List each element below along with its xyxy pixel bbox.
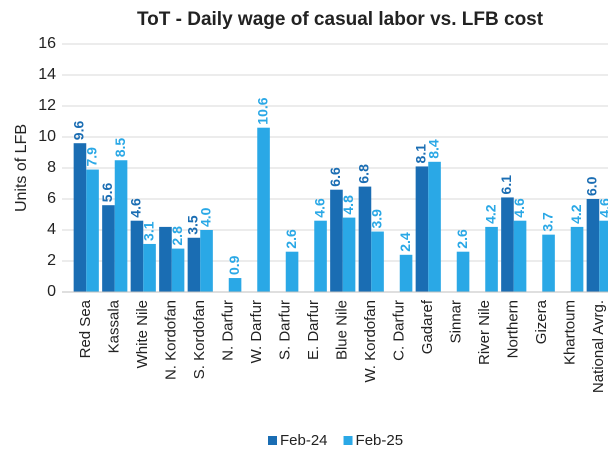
data-label: 6.6 (327, 167, 343, 187)
bar (342, 217, 356, 292)
x-tick-label: E. Darfur (305, 300, 322, 360)
bar (187, 237, 201, 292)
data-label: 6.8 (356, 164, 372, 184)
data-label: 2.6 (454, 229, 470, 249)
bar (501, 197, 514, 292)
legend-label: Feb-25 (356, 432, 404, 449)
data-label: 4.6 (511, 198, 527, 218)
x-tick-label: Kassala (106, 299, 123, 353)
data-label: 10.6 (254, 97, 270, 124)
bar (143, 243, 156, 292)
legend-swatch (268, 436, 277, 445)
x-tick-label: W. Kordofan (362, 300, 379, 383)
bar (86, 169, 99, 292)
x-tick-label: River Nile (476, 300, 493, 365)
x-tick-label: S. Darfur (277, 300, 294, 360)
bar (159, 226, 172, 292)
x-tick-label: National Avrg. (590, 300, 607, 393)
x-tick-label: Gizera (533, 299, 550, 344)
bar (399, 254, 413, 292)
legend-swatch (343, 436, 353, 445)
bar (586, 199, 600, 292)
data-label: 4.2 (482, 204, 498, 224)
y-tick-label: 10 (38, 128, 56, 145)
data-label: 6.0 (584, 176, 600, 196)
bar (485, 226, 498, 292)
y-tick-label: 16 (38, 35, 56, 52)
data-label: 6.1 (498, 175, 514, 195)
y-tick-label: 0 (47, 283, 56, 300)
data-label: 2.4 (397, 232, 413, 252)
bar (570, 226, 584, 292)
y-tick-label: 12 (38, 97, 56, 114)
bar (513, 220, 527, 292)
data-label: 4.6 (128, 198, 144, 218)
chart-title: ToT - Daily wage of casual labor vs. LFB… (137, 9, 544, 30)
x-tick-label: C. Darfur (391, 300, 408, 361)
data-label: 4.0 (197, 207, 213, 227)
data-label: 4.6 (311, 198, 327, 218)
bar (200, 230, 213, 292)
x-tick-label: W. Darfur (248, 300, 265, 363)
bar (257, 127, 270, 292)
bar (73, 143, 87, 292)
bar (456, 251, 470, 292)
data-label: 4.8 (340, 195, 356, 215)
bar (114, 160, 128, 292)
legend-label: Feb-24 (280, 432, 328, 449)
data-label: 8.1 (413, 144, 429, 164)
y-tick-label: 8 (47, 159, 56, 176)
data-label: 4.6 (596, 198, 608, 218)
data-label: 0.9 (226, 255, 242, 275)
bar (358, 186, 372, 292)
x-tick-label: White Nile (134, 300, 151, 368)
data-label: 2.8 (169, 226, 185, 246)
data-label: 5.6 (99, 183, 115, 203)
x-tick-label: Northern (505, 300, 522, 358)
x-tick-label: S. Kordofan (191, 300, 208, 379)
data-label: 4.2 (568, 204, 584, 224)
data-label: 3.9 (368, 209, 384, 229)
x-tick-label: Blue Nile (334, 300, 351, 360)
data-label: 3.1 (140, 221, 156, 241)
x-tick-label: N. Darfur (220, 300, 237, 361)
bar (599, 220, 608, 292)
y-tick-label: 14 (38, 66, 56, 83)
data-label: 2.6 (283, 229, 299, 249)
x-tick-label: Sinnar (448, 300, 465, 343)
bar (228, 278, 242, 292)
bar (102, 205, 115, 292)
bar (314, 220, 327, 292)
data-label: 9.6 (71, 121, 87, 141)
bar (285, 251, 299, 292)
data-label: 8.4 (425, 139, 441, 159)
bar (428, 161, 441, 292)
data-label: 3.7 (539, 212, 555, 232)
bar (542, 234, 555, 292)
y-tick-label: 6 (47, 190, 56, 207)
bar (415, 166, 429, 292)
y-tick-label: 4 (47, 221, 56, 238)
data-label: 8.5 (112, 138, 128, 158)
x-tick-label: Gadaref (419, 299, 436, 354)
x-tick-label: N. Kordofan (163, 300, 180, 380)
data-label: 7.9 (83, 147, 99, 167)
y-axis-label: Units of LFB (13, 124, 30, 212)
bar (130, 220, 144, 292)
y-tick-label: 2 (47, 252, 56, 269)
x-tick-label: Red Sea (77, 299, 94, 358)
bar (171, 248, 185, 292)
data-label: 3.5 (185, 215, 201, 235)
bar (330, 189, 343, 292)
bar (371, 231, 384, 292)
x-tick-label: Khartoum (562, 300, 579, 365)
